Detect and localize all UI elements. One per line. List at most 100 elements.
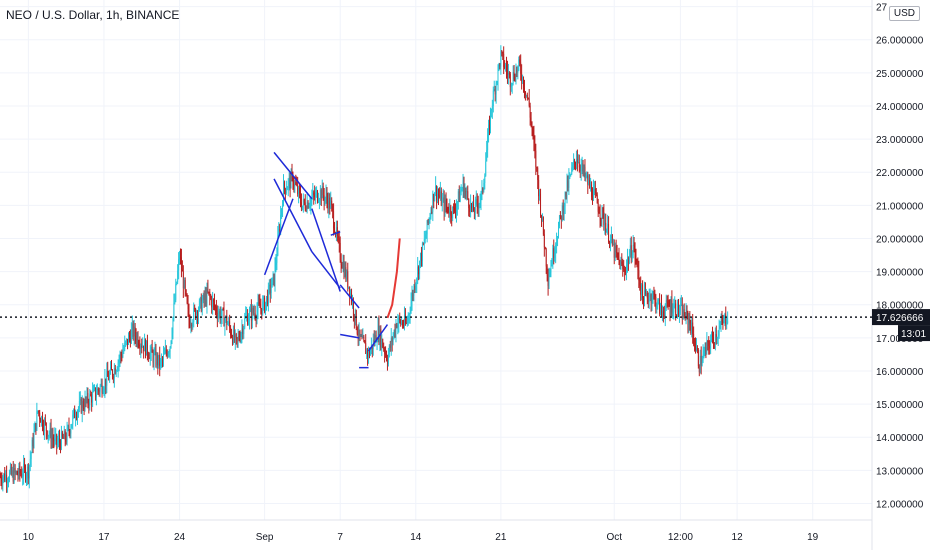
- candle-body: [160, 360, 161, 366]
- candle-body: [403, 325, 404, 326]
- candle-body: [393, 336, 394, 342]
- candle-body: [603, 212, 604, 225]
- candle-body: [345, 267, 346, 279]
- candle-body: [135, 327, 136, 336]
- candle-body: [585, 176, 586, 177]
- candle-body: [434, 193, 435, 201]
- candle-body: [269, 285, 270, 286]
- candle-body: [155, 351, 156, 353]
- candle-body: [237, 338, 238, 339]
- trend-line[interactable]: [274, 152, 312, 198]
- candle-body: [147, 340, 148, 354]
- candle-body: [274, 274, 275, 285]
- candle-body: [80, 399, 81, 401]
- x-tick-label: 14: [410, 532, 422, 543]
- candle-body: [326, 194, 327, 197]
- candle-body: [304, 199, 305, 202]
- candle-body: [533, 134, 534, 143]
- candle-body: [11, 467, 12, 474]
- candle-body: [649, 298, 650, 302]
- countdown-label: 13:01: [901, 329, 926, 340]
- candle-body: [296, 184, 297, 185]
- candle-body: [112, 370, 113, 376]
- projection-line[interactable]: [387, 238, 399, 317]
- candle-body: [577, 159, 578, 163]
- candle-body: [232, 337, 233, 343]
- candle-body: [330, 201, 331, 208]
- candle-body: [602, 208, 603, 219]
- candle-body: [709, 346, 710, 349]
- candle-body: [99, 390, 100, 391]
- candle-body: [456, 207, 457, 213]
- candle-body: [329, 198, 330, 208]
- candle-body: [380, 329, 381, 347]
- candle-body: [323, 186, 324, 195]
- currency-badge[interactable]: USD: [889, 6, 920, 21]
- candle-body: [9, 472, 10, 480]
- candle-body: [297, 185, 298, 194]
- trend-line[interactable]: [265, 199, 293, 275]
- candle-body: [185, 280, 186, 290]
- candle-body: [270, 285, 271, 293]
- candle-body: [224, 309, 225, 326]
- candle-body: [664, 315, 665, 316]
- candle-body: [192, 322, 193, 325]
- candle-body: [384, 349, 385, 353]
- candle-body: [639, 281, 640, 286]
- candle-body: [119, 360, 120, 363]
- candle-body: [512, 83, 513, 86]
- candle-body: [220, 311, 221, 319]
- candle-body: [604, 223, 605, 225]
- candle-body: [77, 412, 78, 418]
- candle-body: [460, 193, 461, 202]
- candle-body: [395, 330, 396, 334]
- candle-body: [491, 109, 492, 111]
- candle-body: [202, 301, 203, 311]
- candle-body: [190, 325, 191, 327]
- candle-body: [382, 339, 383, 347]
- y-tick-label: 26.000000: [876, 36, 924, 47]
- candle-body: [315, 193, 316, 198]
- candle-body: [169, 352, 170, 353]
- candle-body: [442, 199, 443, 206]
- candle-body: [156, 355, 157, 364]
- candle-body: [1, 481, 2, 484]
- candle-body: [78, 408, 79, 411]
- candle-body: [238, 336, 239, 339]
- candle-body: [218, 314, 219, 318]
- candle-body: [701, 356, 702, 366]
- candle-body: [347, 271, 348, 287]
- candle-body: [508, 73, 509, 75]
- candle-body: [651, 295, 652, 303]
- candle-body: [7, 482, 8, 483]
- candle-body: [217, 313, 218, 318]
- candle-body: [314, 195, 315, 197]
- candle-body: [228, 321, 229, 323]
- candle-body: [501, 51, 502, 52]
- candle-body: [554, 253, 555, 257]
- candle-body: [214, 302, 215, 307]
- candle-body: [263, 298, 264, 302]
- trend-line[interactable]: [312, 252, 340, 288]
- candle-body: [636, 259, 637, 261]
- candle-body: [634, 245, 635, 246]
- candle-body: [140, 346, 141, 349]
- candle-body: [626, 265, 627, 273]
- candle-body: [556, 242, 557, 245]
- candle-body: [480, 201, 481, 204]
- candle-body: [284, 182, 285, 188]
- candle-body: [692, 323, 693, 335]
- candle-body: [368, 351, 369, 357]
- candle-body: [97, 389, 98, 395]
- candle-body: [69, 431, 70, 434]
- y-tick-label: 27: [876, 3, 888, 14]
- candle-body: [602, 208, 603, 213]
- candle-body: [18, 475, 19, 476]
- candle-body: [540, 194, 541, 215]
- candle-body: [511, 86, 512, 87]
- candle-body: [694, 344, 695, 346]
- candle-body: [445, 200, 446, 212]
- x-tick-label: Oct: [606, 532, 622, 543]
